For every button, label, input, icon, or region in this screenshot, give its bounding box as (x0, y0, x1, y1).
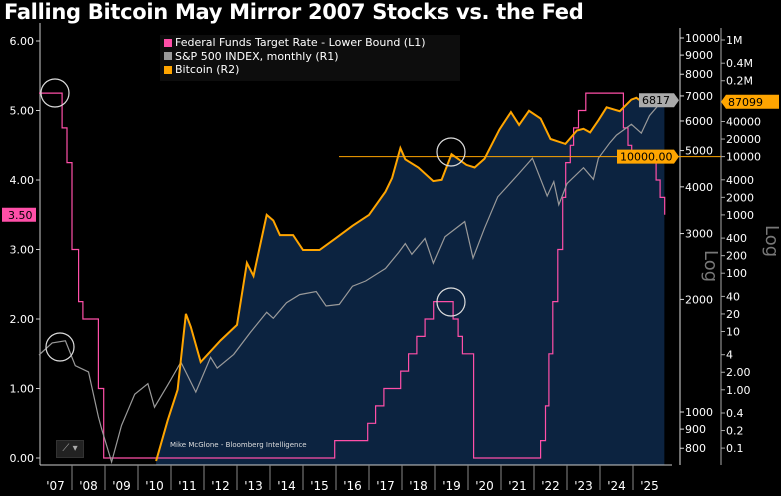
x-tick-label: '23 (574, 479, 593, 493)
x-tick-label: '08 (79, 479, 98, 493)
legend-swatch (164, 52, 172, 61)
right1-tick-label: 1000 (685, 406, 713, 419)
right2-tick-label: 200 (726, 250, 747, 263)
legend: Federal Funds Target Rate - Lower Bound … (160, 35, 460, 81)
right1-tick-label: 6000 (685, 115, 713, 128)
right2-tick-label: 0.4 (726, 407, 744, 420)
right1-tick-label: 4000 (685, 181, 713, 194)
x-tick-label: '13 (244, 479, 263, 493)
right2-tick-label: 20000 (726, 133, 761, 146)
x-tick-label: '25 (640, 479, 659, 493)
x-tick-label: '11 (178, 479, 197, 493)
highlight-circle (40, 78, 70, 108)
hline-tag-bg (617, 149, 679, 164)
right2-tick-label: 0.1 (726, 442, 744, 455)
series-line-spx (38, 99, 664, 465)
spx-last-tag: 6817 (639, 93, 679, 108)
right2-tick-label: 10000 (726, 151, 761, 164)
legend-label: S&P 500 INDEX, monthly (R1) (175, 49, 339, 63)
log-axis-label: Log (761, 225, 781, 257)
series-line-bitcoin (155, 93, 666, 462)
right2-tick-label: 10 (726, 326, 740, 339)
legend-item-fed: Federal Funds Target Rate - Lower Bound … (164, 36, 456, 50)
right2-tick-label: 4 (726, 349, 733, 362)
right2-tick-label: 0.2 (726, 425, 744, 438)
x-tick-label: '21 (508, 479, 527, 493)
bitcoin-area (156, 95, 665, 465)
spx-last-tag-bg (639, 93, 679, 108)
right2-tick-label: 2.00 (726, 366, 751, 379)
fed-last-tag-text: 3.50 (8, 209, 33, 222)
right1-tick-label: 900 (685, 423, 706, 436)
right2-tick-label: 1M (726, 34, 743, 47)
legend-swatch (164, 38, 172, 47)
x-tick-label: '24 (607, 479, 626, 493)
hline-tag: 10000.00 (617, 149, 679, 164)
right2-tick-label: 0.4M (726, 57, 753, 70)
x-tick-label: '15 (310, 479, 329, 493)
legend-swatch (164, 65, 172, 74)
bitcoin-last-tag: 87099 (721, 94, 779, 109)
left-tick-label: 1.00 (10, 383, 35, 396)
legend-label: Bitcoin (R2) (175, 63, 240, 76)
chart-type-button[interactable]: ⟋ ▾ (56, 440, 84, 458)
right2-tick-label: 2000 (726, 191, 754, 204)
hline-tag-text: 10000.00 (620, 151, 673, 164)
left-tick-label: 4.00 (10, 174, 35, 187)
x-tick-label: '22 (541, 479, 560, 493)
right1-tick-label: 7000 (685, 90, 713, 103)
right2-tick-label: 100 (726, 267, 747, 280)
credit-text: Mike McGlone - Bloomberg Intelligence (170, 441, 307, 449)
x-tick-label: '19 (442, 479, 461, 493)
left-tick-label: 3.00 (10, 244, 35, 257)
highlight-circle (436, 137, 466, 167)
x-tick-label: '10 (145, 479, 164, 493)
legend-label: Federal Funds Target Rate - Lower Bound … (175, 36, 426, 49)
right2-tick-label: 4000 (726, 174, 754, 187)
right2-tick-label: 0.2M (726, 75, 753, 88)
chart-title: Falling Bitcoin May Mirror 2007 Stocks v… (4, 0, 584, 24)
highlight-circle (45, 332, 75, 362)
log-axis-label: Log (700, 250, 721, 282)
left-tick-label: 2.00 (10, 313, 35, 326)
legend-item-spx: S&P 500 INDEX, monthly (R1) (164, 50, 456, 64)
bitcoin-last-tag-text: 87099 (728, 96, 763, 109)
x-tick-label: '07 (46, 479, 65, 493)
right1-tick-label: 5000 (685, 145, 713, 158)
legend-item-bitcoin: Bitcoin (R2) (164, 63, 456, 77)
x-tick-label: '16 (343, 479, 362, 493)
x-tick-label: '09 (112, 479, 131, 493)
right2-tick-label: 1000 (726, 209, 754, 222)
right2-tick-label: 20 (726, 308, 740, 321)
highlight-circle (436, 287, 466, 317)
right2-tick-label: 400 (726, 232, 747, 245)
fed-last-tag-bg (2, 207, 36, 222)
right1-tick-label: 800 (685, 442, 706, 455)
right2-tick-label: 40 (726, 290, 740, 303)
bitcoin-last-tag-bg (721, 94, 779, 109)
left-tick-label: 0.00 (10, 452, 35, 465)
series-line-fed-rate (39, 92, 666, 459)
right1-tick-label: 9000 (685, 49, 713, 62)
x-tick-label: '17 (376, 479, 395, 493)
right2-tick-label: 40000 (726, 115, 761, 128)
spx-last-tag-text: 6817 (642, 94, 670, 107)
x-tick-label: '18 (409, 479, 428, 493)
right1-tick-label: 3000 (685, 228, 713, 241)
right1-tick-label: 10000 (685, 32, 720, 45)
right1-tick-label: 2000 (685, 293, 713, 306)
left-tick-label: 6.00 (10, 35, 35, 48)
x-tick-label: '14 (277, 479, 296, 493)
right1-tick-label: 8000 (685, 68, 713, 81)
x-tick-label: '20 (475, 479, 494, 493)
left-tick-label: 5.00 (10, 105, 35, 118)
right2-tick-label: 1.00 (726, 384, 751, 397)
x-tick-label: '12 (211, 479, 230, 493)
